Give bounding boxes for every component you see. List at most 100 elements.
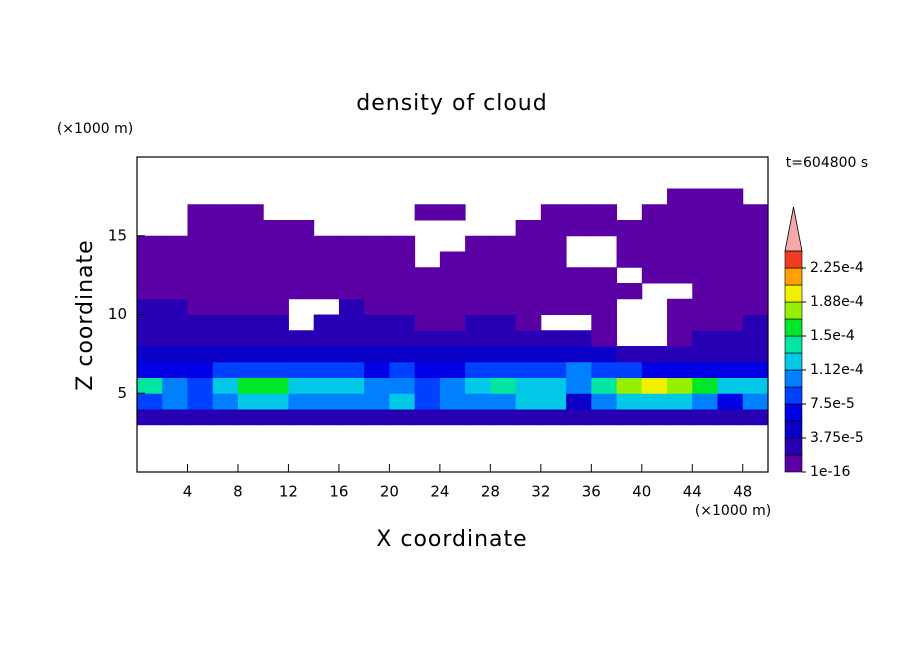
field-cell <box>439 409 466 426</box>
field-cell <box>465 377 491 394</box>
field-cell <box>717 283 744 300</box>
colorbar-box <box>784 437 803 456</box>
field-cell <box>490 409 517 426</box>
field-cell <box>288 346 315 363</box>
field-cell <box>237 346 264 363</box>
field-cell <box>137 361 163 378</box>
colorbar-label: 3.75e-5 <box>810 430 864 446</box>
field-cell <box>414 314 441 331</box>
x-tick-label: 16 <box>329 483 348 501</box>
field-cell <box>515 377 542 394</box>
field-cell <box>338 283 365 300</box>
colorbar-extend <box>784 206 803 252</box>
field-cell <box>137 330 163 347</box>
field-cell <box>364 251 390 268</box>
field-cell <box>212 267 239 284</box>
field-cell <box>515 393 542 410</box>
field-cell <box>313 330 340 347</box>
field-cell <box>338 377 365 394</box>
colorbar-label: 1e-16 <box>810 464 850 480</box>
field-cell <box>364 267 390 284</box>
field-cell <box>263 346 289 363</box>
colorbar-box <box>784 352 803 371</box>
field-cell <box>692 409 719 426</box>
field-cell <box>212 298 239 315</box>
field-cell <box>313 314 340 331</box>
colorbar-label: 2.25e-4 <box>810 260 864 276</box>
field-cell <box>187 251 214 268</box>
field-cell <box>439 377 466 394</box>
y-axis-label: Z coordinate <box>73 239 98 390</box>
field-cell <box>364 298 390 315</box>
y-tick-label: 15 <box>108 226 127 244</box>
field-cell <box>692 204 719 221</box>
field-cell <box>212 393 239 410</box>
field-cell <box>591 204 618 221</box>
field-cell <box>465 393 491 410</box>
field-cell <box>667 188 693 205</box>
field-cell <box>364 361 390 378</box>
field-cell <box>414 267 441 284</box>
field-cell <box>288 267 315 284</box>
field-cell <box>742 377 769 394</box>
field-cell <box>389 330 416 347</box>
field-cell <box>187 220 214 237</box>
field-cell <box>389 377 416 394</box>
field-cell <box>414 283 441 300</box>
field-cell <box>313 393 340 410</box>
colorbar-box <box>784 335 803 354</box>
field-cell <box>338 235 365 252</box>
field-cell <box>137 251 163 268</box>
field-cell <box>616 346 643 363</box>
field-cell <box>237 330 264 347</box>
field-cell <box>540 361 567 378</box>
field-cell <box>389 298 416 315</box>
field-cell <box>692 298 719 315</box>
field-cell <box>237 377 264 394</box>
x-tick-label: 24 <box>430 483 449 501</box>
field-cell <box>616 393 643 410</box>
field-cell <box>364 235 390 252</box>
field-cell <box>439 393 466 410</box>
field-cell <box>288 361 315 378</box>
field-cell <box>263 235 289 252</box>
field-cell <box>692 188 719 205</box>
field-cell <box>667 393 693 410</box>
x-tick-label: 32 <box>531 483 550 501</box>
field-cell <box>667 377 693 394</box>
field-cell <box>667 346 693 363</box>
field-cell <box>540 204 567 221</box>
field-cell <box>162 283 188 300</box>
colorbar-box <box>784 420 803 439</box>
field-cell <box>137 298 163 315</box>
field-cell <box>465 330 491 347</box>
field-cell <box>515 346 542 363</box>
field-cell <box>313 283 340 300</box>
field-cell <box>414 409 441 426</box>
field-cell <box>742 251 769 268</box>
field-cell <box>212 204 239 221</box>
field-cell <box>237 235 264 252</box>
field-cell <box>490 267 517 284</box>
field-cell <box>717 235 744 252</box>
field-cell <box>641 377 668 394</box>
field-cell <box>263 361 289 378</box>
field-cell <box>667 298 693 315</box>
field-cell <box>212 409 239 426</box>
field-cell <box>566 361 592 378</box>
field-cell <box>465 409 491 426</box>
field-cell <box>540 330 567 347</box>
field-cell <box>338 267 365 284</box>
field-cell <box>717 377 744 394</box>
field-cell <box>313 377 340 394</box>
field-cell <box>641 393 668 410</box>
field-cell <box>540 377 567 394</box>
field-cell <box>566 377 592 394</box>
field-cell <box>137 267 163 284</box>
field-cell <box>616 283 643 300</box>
field-cell <box>742 409 769 426</box>
colorbar-label: 1.5e-4 <box>810 328 855 344</box>
field-cell <box>187 314 214 331</box>
x-tick-label: 48 <box>733 483 752 501</box>
field-cell <box>717 251 744 268</box>
